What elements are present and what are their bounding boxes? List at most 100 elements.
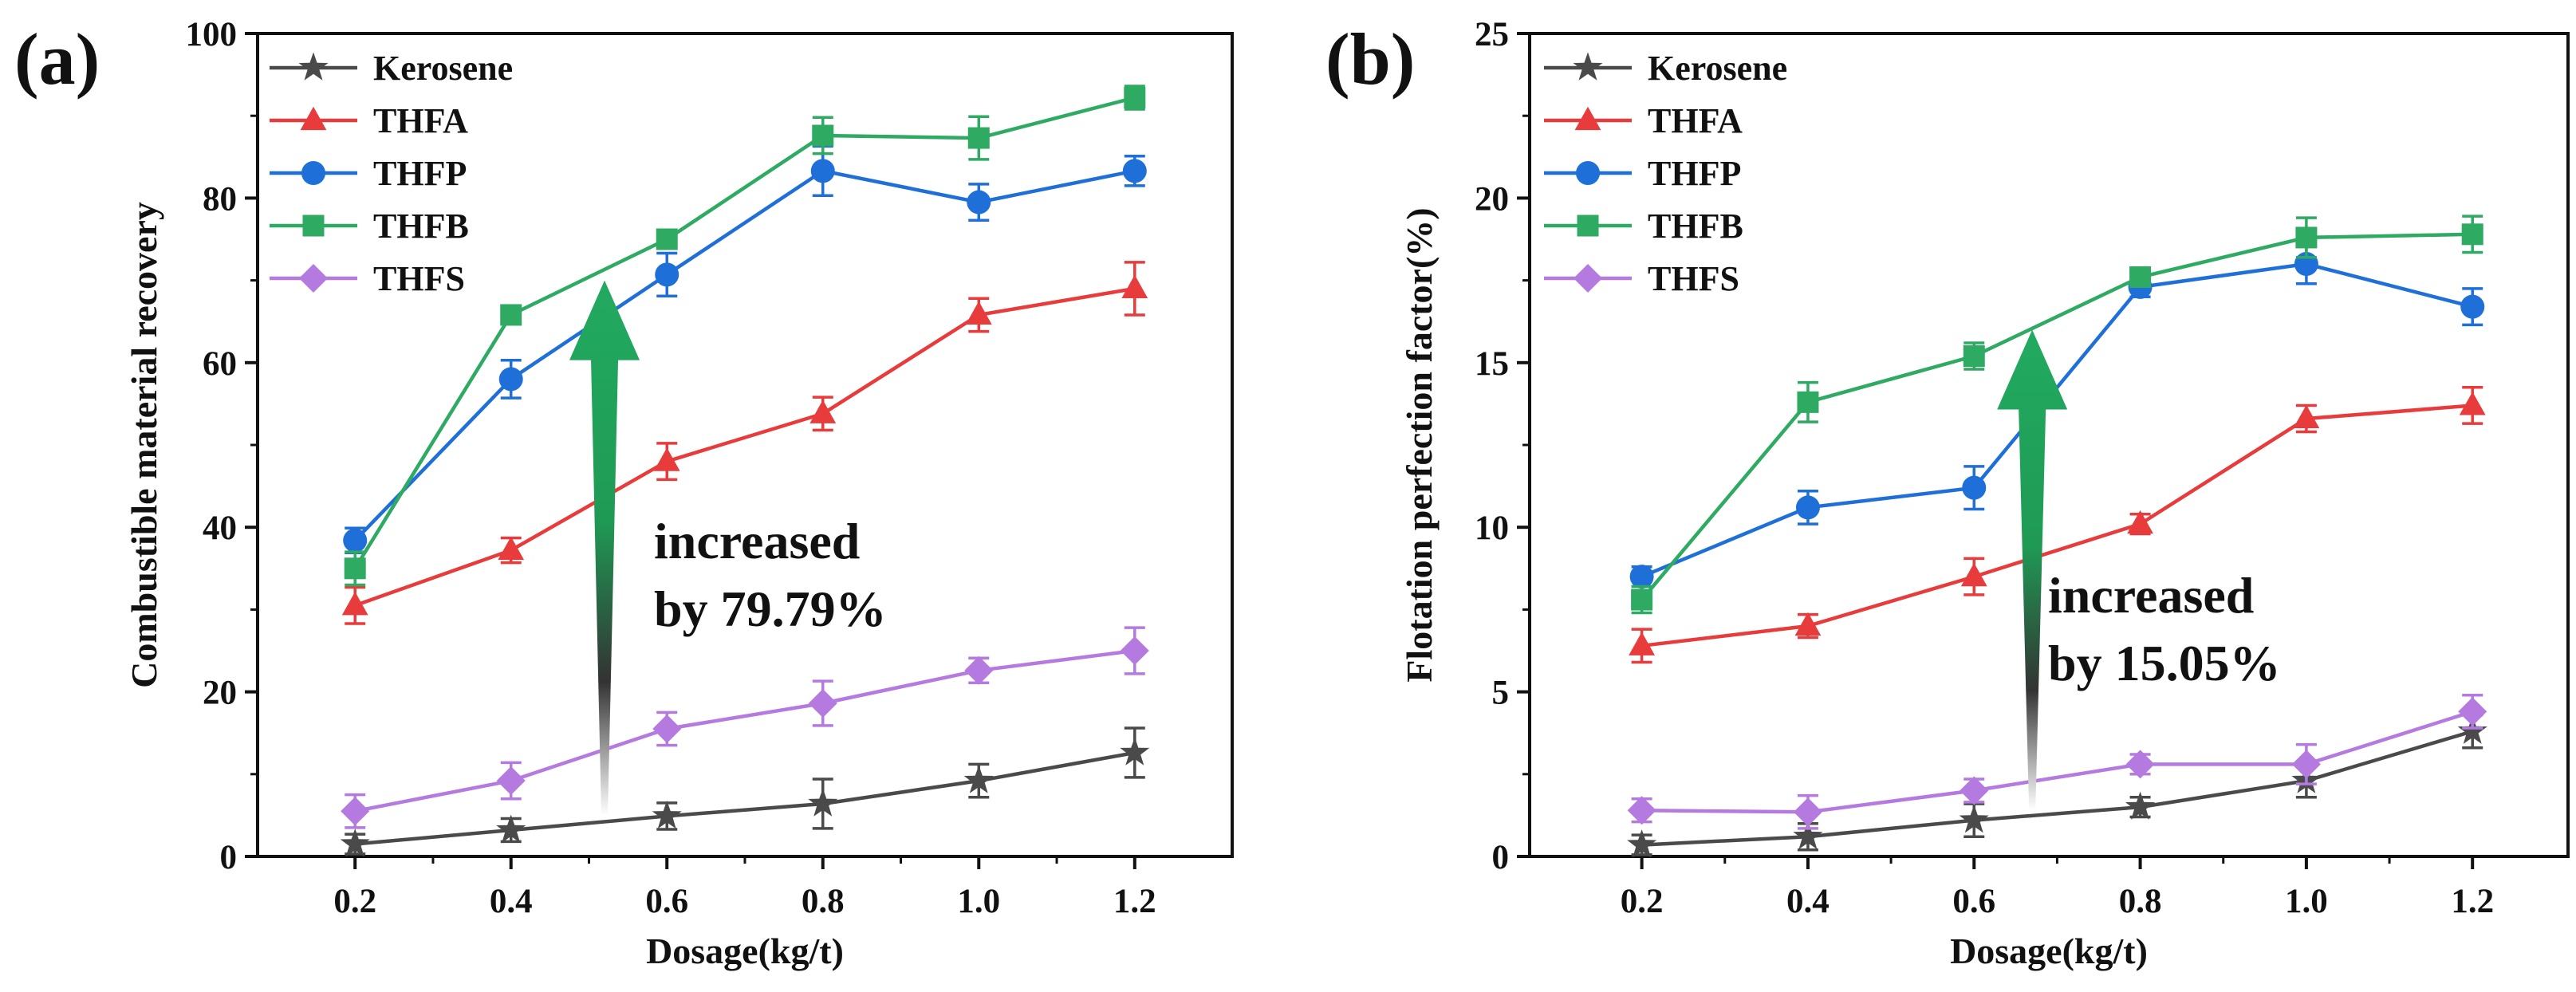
x-tick-label: 0.6	[645, 883, 688, 920]
legend-label: Kerosene	[1648, 49, 1787, 88]
legend-label: THFP	[373, 154, 467, 193]
x-tick-label: 1.2	[1113, 883, 1156, 920]
y-tick-label: 40	[203, 510, 237, 547]
x-tick-label: 0.4	[490, 883, 533, 920]
annotation-text: increased	[2048, 567, 2254, 624]
data-point	[2125, 791, 2156, 820]
series-line	[1641, 710, 2473, 814]
data-point	[341, 591, 368, 616]
data-point	[2459, 392, 2486, 415]
data-point	[655, 262, 679, 287]
x-tick-label: 1.0	[957, 883, 1000, 920]
series-thfa	[1629, 386, 2486, 664]
data-point	[1121, 274, 1148, 298]
y-tick-label: 5	[1492, 675, 1510, 712]
data-point	[965, 301, 992, 325]
data-point	[967, 127, 990, 149]
data-point	[343, 528, 368, 553]
data-point	[1962, 475, 1987, 500]
panel-label: (a)	[14, 18, 100, 100]
data-point	[496, 766, 526, 796]
legend-marker	[302, 215, 325, 237]
data-point	[653, 447, 680, 471]
x-tick-label: 0.2	[333, 883, 376, 920]
series-line	[354, 648, 1136, 813]
series-line	[1640, 232, 2473, 601]
data-point	[808, 788, 838, 817]
legend-marker	[1574, 264, 1602, 293]
data-point	[656, 228, 678, 250]
legend-marker	[1576, 161, 1600, 185]
legend-marker	[299, 264, 328, 293]
x-tick-label: 0.4	[1786, 883, 1830, 920]
x-axis-title: Dosage(kg/t)	[646, 931, 844, 971]
series-line	[354, 750, 1136, 846]
data-point	[1797, 391, 1819, 413]
series-line	[353, 168, 1136, 542]
series-kerosene	[1627, 713, 2487, 858]
data-point	[1793, 821, 1823, 849]
legend-marker	[301, 161, 325, 185]
y-tick-label: 0	[220, 839, 238, 876]
x-tick-label: 0.8	[802, 883, 845, 920]
data-point	[498, 367, 523, 392]
data-point	[341, 797, 370, 826]
data-point	[1960, 776, 1989, 805]
data-point	[1120, 737, 1150, 766]
data-point	[496, 814, 526, 843]
y-tick-label: 25	[1475, 16, 1509, 53]
annotation-text: increased	[654, 513, 860, 569]
series-line	[354, 286, 1136, 608]
legend-label: THFS	[373, 259, 465, 298]
series-line	[1641, 262, 2473, 579]
y-tick-label: 0	[1492, 839, 1510, 876]
series-line	[1641, 729, 2473, 847]
data-point	[967, 190, 991, 215]
data-point	[2291, 750, 2321, 779]
data-point	[2127, 510, 2153, 534]
data-point	[809, 400, 837, 423]
y-tick-label: 100	[186, 16, 238, 53]
data-point	[344, 557, 366, 580]
x-tick-label: 0.2	[1621, 883, 1664, 920]
legend-label: THFS	[1648, 259, 1739, 298]
data-point	[498, 536, 525, 561]
legend-label: Kerosene	[373, 49, 513, 88]
legend-marker	[300, 106, 327, 131]
data-point	[2457, 715, 2487, 744]
data-point	[2125, 750, 2155, 779]
data-point	[1122, 159, 1147, 183]
data-point	[963, 765, 994, 793]
legend-label: THFB	[1648, 207, 1743, 246]
data-point	[1627, 829, 1657, 858]
y-tick-label: 10	[1475, 510, 1509, 547]
data-point	[2458, 697, 2487, 726]
data-point	[1794, 612, 1822, 636]
legend-label: THFB	[373, 207, 469, 246]
series-thfs	[341, 626, 1149, 829]
y-tick-label: 15	[1475, 345, 1509, 383]
x-tick-label: 1.0	[2285, 883, 2328, 920]
data-point	[2460, 294, 2485, 319]
series-thfb	[344, 85, 1146, 587]
legend-label: THFA	[373, 101, 468, 140]
increase-arrow	[1997, 329, 2068, 811]
data-point	[1631, 589, 1653, 611]
y-tick-label: 20	[1475, 180, 1509, 218]
data-point	[1795, 495, 1820, 520]
x-axis-title: Dosage(kg/t)	[1950, 931, 2148, 971]
series-thfa	[341, 261, 1148, 625]
data-point	[2295, 226, 2318, 249]
x-tick-label: 1.2	[2451, 883, 2494, 920]
y-tick-label: 60	[203, 345, 237, 383]
legend-marker	[1574, 106, 1601, 131]
data-point	[1960, 562, 1987, 587]
series-line	[1641, 403, 2473, 648]
data-point	[652, 714, 682, 744]
x-tick-label: 0.6	[1952, 883, 1995, 920]
annotation-text: by 79.79%	[654, 581, 887, 637]
data-point	[1627, 796, 1656, 825]
series-thfb	[1631, 215, 2483, 615]
data-point	[1963, 345, 1985, 368]
